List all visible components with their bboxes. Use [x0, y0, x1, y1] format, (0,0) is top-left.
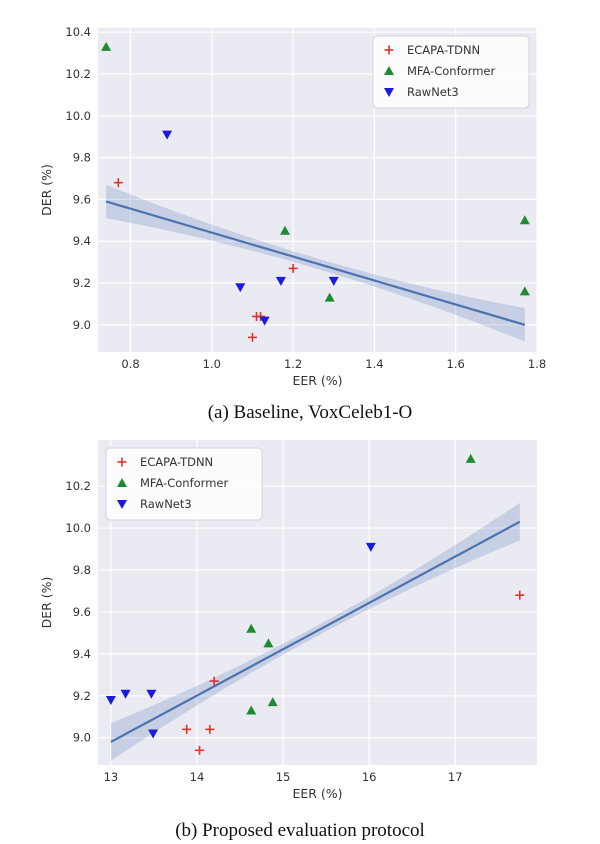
y-tick-label: 9.6: [73, 605, 91, 619]
legend-0: ECAPA-TDNN MFA-Conformer RawNet3: [372, 35, 530, 109]
legend-marker: [384, 45, 394, 55]
data-point: [288, 263, 298, 273]
x-tick-label: 15: [276, 770, 291, 784]
data-point: [519, 286, 530, 296]
data-point: [465, 453, 476, 463]
data-point: [275, 276, 286, 286]
x-axis-label: EER (%): [292, 786, 342, 801]
x-tick-label: 13: [104, 770, 119, 784]
y-tick-label: 9.8: [73, 151, 91, 165]
grid-0: [98, 28, 538, 352]
data-point: [235, 283, 246, 293]
y-tick-label: 9.8: [73, 563, 91, 577]
legend-marker: [117, 457, 127, 467]
data-point: [101, 41, 112, 51]
data-point: [205, 724, 215, 734]
data-point: [246, 705, 257, 715]
x-tick-label: 1.0: [203, 357, 221, 371]
x-tick-label: 17: [448, 770, 463, 784]
legend-label: ECAPA-TDNN: [407, 43, 480, 57]
regression-line-1: [110, 520, 521, 743]
y-tick-label: 9.0: [73, 731, 91, 745]
legend-label: RawNet3: [407, 85, 459, 99]
y-tick-label: 9.6: [73, 192, 91, 206]
data-point: [256, 311, 266, 321]
y-tick-label: 10.4: [65, 25, 91, 39]
panel-b-chart: 13 14 15 16 17 9.0 9.2 9.4 9.6 9.8 10.0 10.2 EER (%)…: [39, 440, 537, 801]
regression-line-0: [105, 200, 526, 326]
data-point: [146, 689, 157, 699]
data-point: [328, 276, 339, 286]
data-point: [105, 696, 116, 705]
legend-label: RawNet3: [140, 497, 192, 511]
data-point: [148, 729, 159, 739]
data-point: [267, 697, 278, 707]
data-point: [324, 292, 335, 302]
data-point: [209, 676, 219, 686]
y-tick-label: 10.0: [65, 521, 91, 535]
data-point: [365, 542, 376, 552]
y-tick-label: 9.4: [73, 647, 91, 661]
x-tick-label: 1.8: [528, 357, 546, 371]
data-point: [519, 215, 530, 225]
data-point: [259, 316, 270, 326]
x-tick-label: 16: [362, 770, 377, 784]
data-point: [182, 724, 192, 734]
data-point: [279, 225, 290, 235]
x-tick-label: 1.6: [447, 357, 465, 371]
legend-label: ECAPA-TDNN: [140, 455, 213, 469]
y-tick-label: 9.2: [73, 276, 91, 290]
data-point: [113, 178, 123, 188]
data-point: [195, 745, 205, 755]
panel-b-caption: (b) Proposed evaluation protocol: [175, 820, 425, 841]
y-tick-label: 9.2: [73, 689, 91, 703]
y-tick-label: 10.2: [65, 67, 91, 81]
data-point: [162, 130, 173, 140]
data-point: [246, 623, 257, 633]
legend-marker: [117, 500, 127, 509]
x-tick-label: 0.8: [121, 357, 139, 371]
legend-label: MFA-Conformer: [140, 476, 228, 490]
x-tick-label: 14: [190, 770, 205, 784]
y-tick-label: 10.0: [65, 109, 91, 123]
data-point: [263, 638, 274, 648]
legend-marker: [117, 478, 127, 487]
legend-label: MFA-Conformer: [407, 64, 495, 78]
x-tick-label: 1.4: [365, 357, 383, 371]
x-tick-label: 1.2: [284, 357, 302, 371]
panel-a-chart: 0.8 1.0 1.2 1.4 1.6 1.8 9.0 9.2 9.4 9.6 9.8 10.0 10.…: [39, 25, 546, 388]
panel-a-caption: (a) Baseline, VoxCeleb1-O: [208, 402, 413, 423]
legend-marker: [384, 88, 394, 97]
data-point: [120, 689, 131, 699]
legend-1: ECAPA-TDNN MFA-Conformer RawNet3: [105, 447, 263, 521]
y-tick-label: 9.4: [73, 234, 91, 248]
y-tick-label: 9.0: [73, 318, 91, 332]
y-tick-label: 10.2: [65, 479, 91, 493]
legend-marker: [384, 66, 394, 75]
data-point: [247, 332, 257, 342]
x-axis-label: EER (%): [292, 373, 342, 388]
data-point: [515, 590, 525, 600]
y-axis-label: DER (%): [39, 164, 54, 216]
y-axis-label: DER (%): [39, 577, 54, 629]
